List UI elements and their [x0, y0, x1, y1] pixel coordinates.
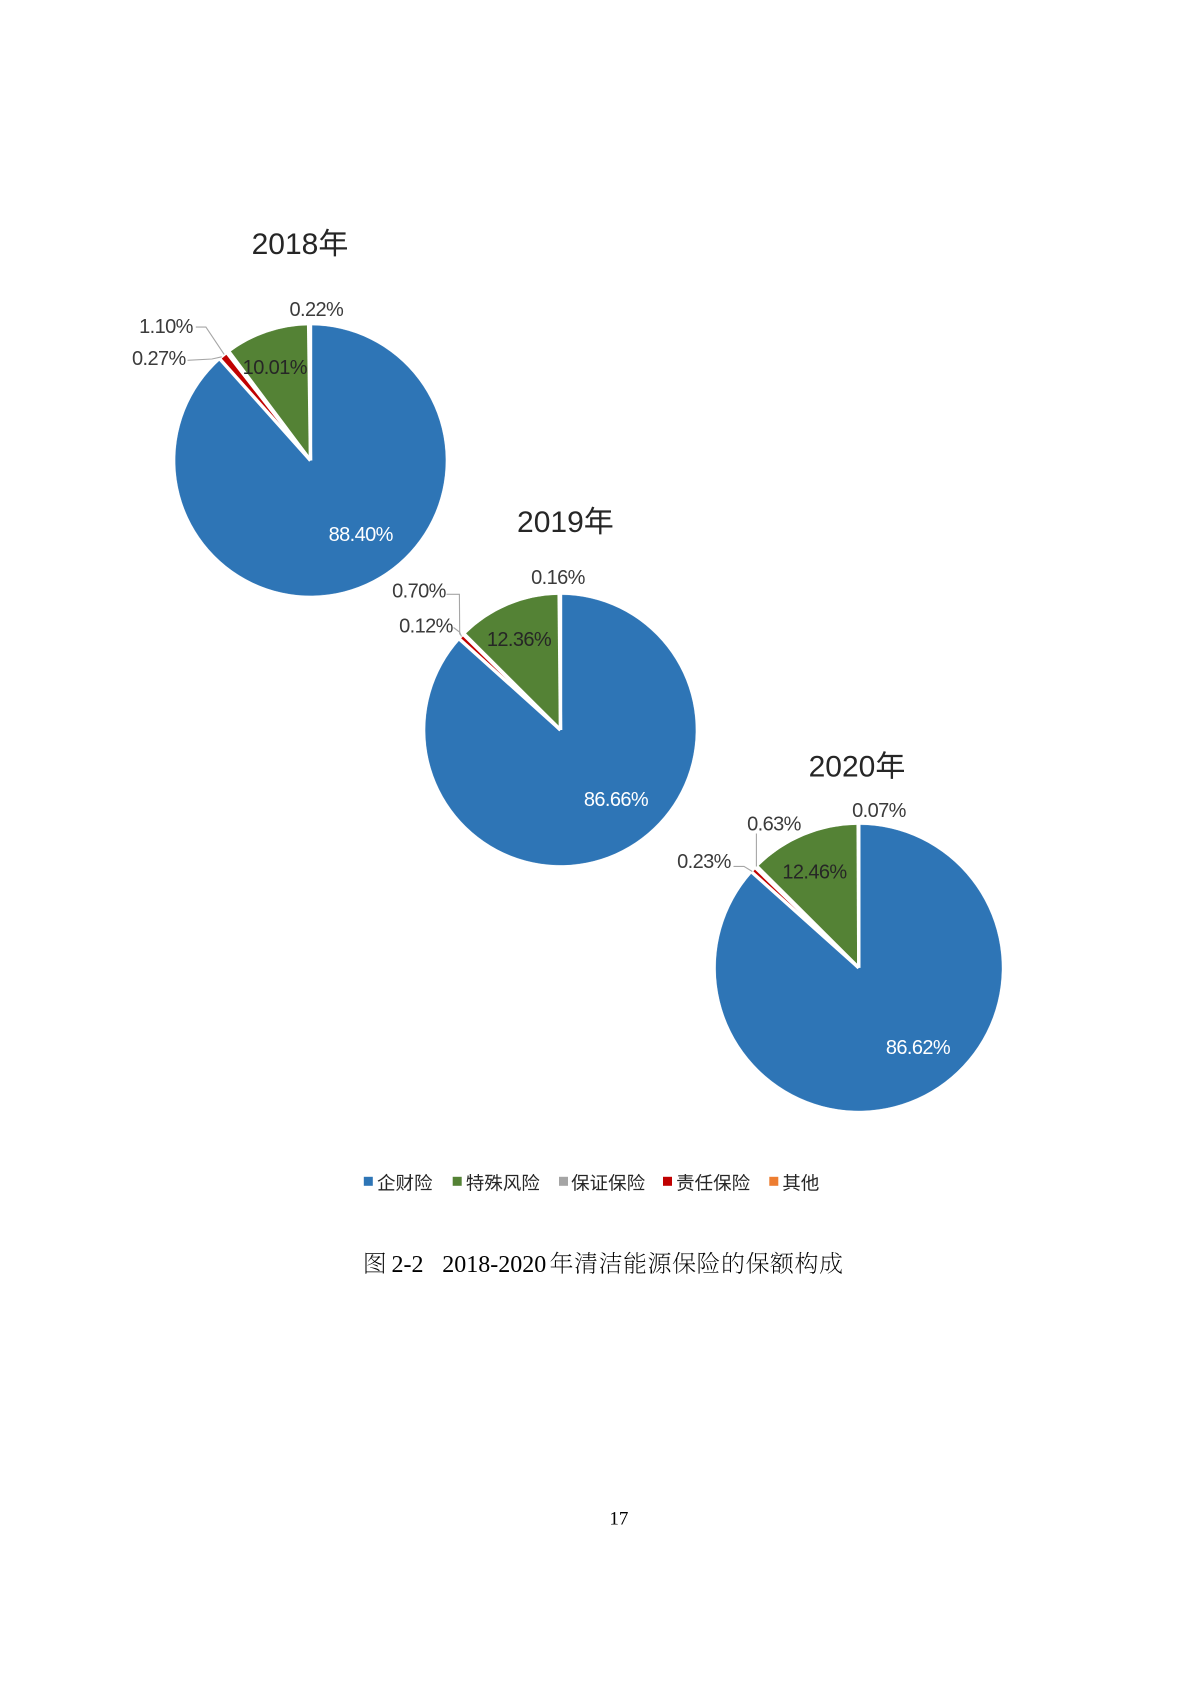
svg-text:2-2: 2-2 [392, 1252, 424, 1278]
svg-text:2019: 2019 [517, 506, 584, 539]
svg-text:0.22%: 0.22% [290, 299, 345, 321]
svg-text:2018: 2018 [252, 228, 319, 261]
svg-text:12.36%: 12.36% [487, 629, 552, 651]
svg-text:0.12%: 0.12% [399, 616, 454, 638]
svg-text:0.27%: 0.27% [132, 348, 187, 370]
svg-text:1.10%: 1.10% [139, 316, 194, 338]
svg-text:2018-2020: 2018-2020 [442, 1252, 546, 1278]
svg-text:86.66%: 86.66% [584, 789, 649, 811]
svg-text:10.01%: 10.01% [243, 357, 308, 379]
svg-text:0.23%: 0.23% [677, 851, 732, 873]
svg-text:0.07%: 0.07% [852, 800, 907, 822]
svg-text:86.62%: 86.62% [886, 1037, 951, 1059]
svg-text:2020: 2020 [809, 751, 876, 784]
svg-text:0.16%: 0.16% [531, 567, 586, 589]
svg-text:17: 17 [609, 1508, 628, 1529]
svg-text:88.40%: 88.40% [329, 524, 394, 546]
svg-text:0.70%: 0.70% [392, 581, 447, 603]
svg-text:12.46%: 12.46% [782, 862, 847, 884]
svg-text:0.63%: 0.63% [747, 814, 802, 836]
